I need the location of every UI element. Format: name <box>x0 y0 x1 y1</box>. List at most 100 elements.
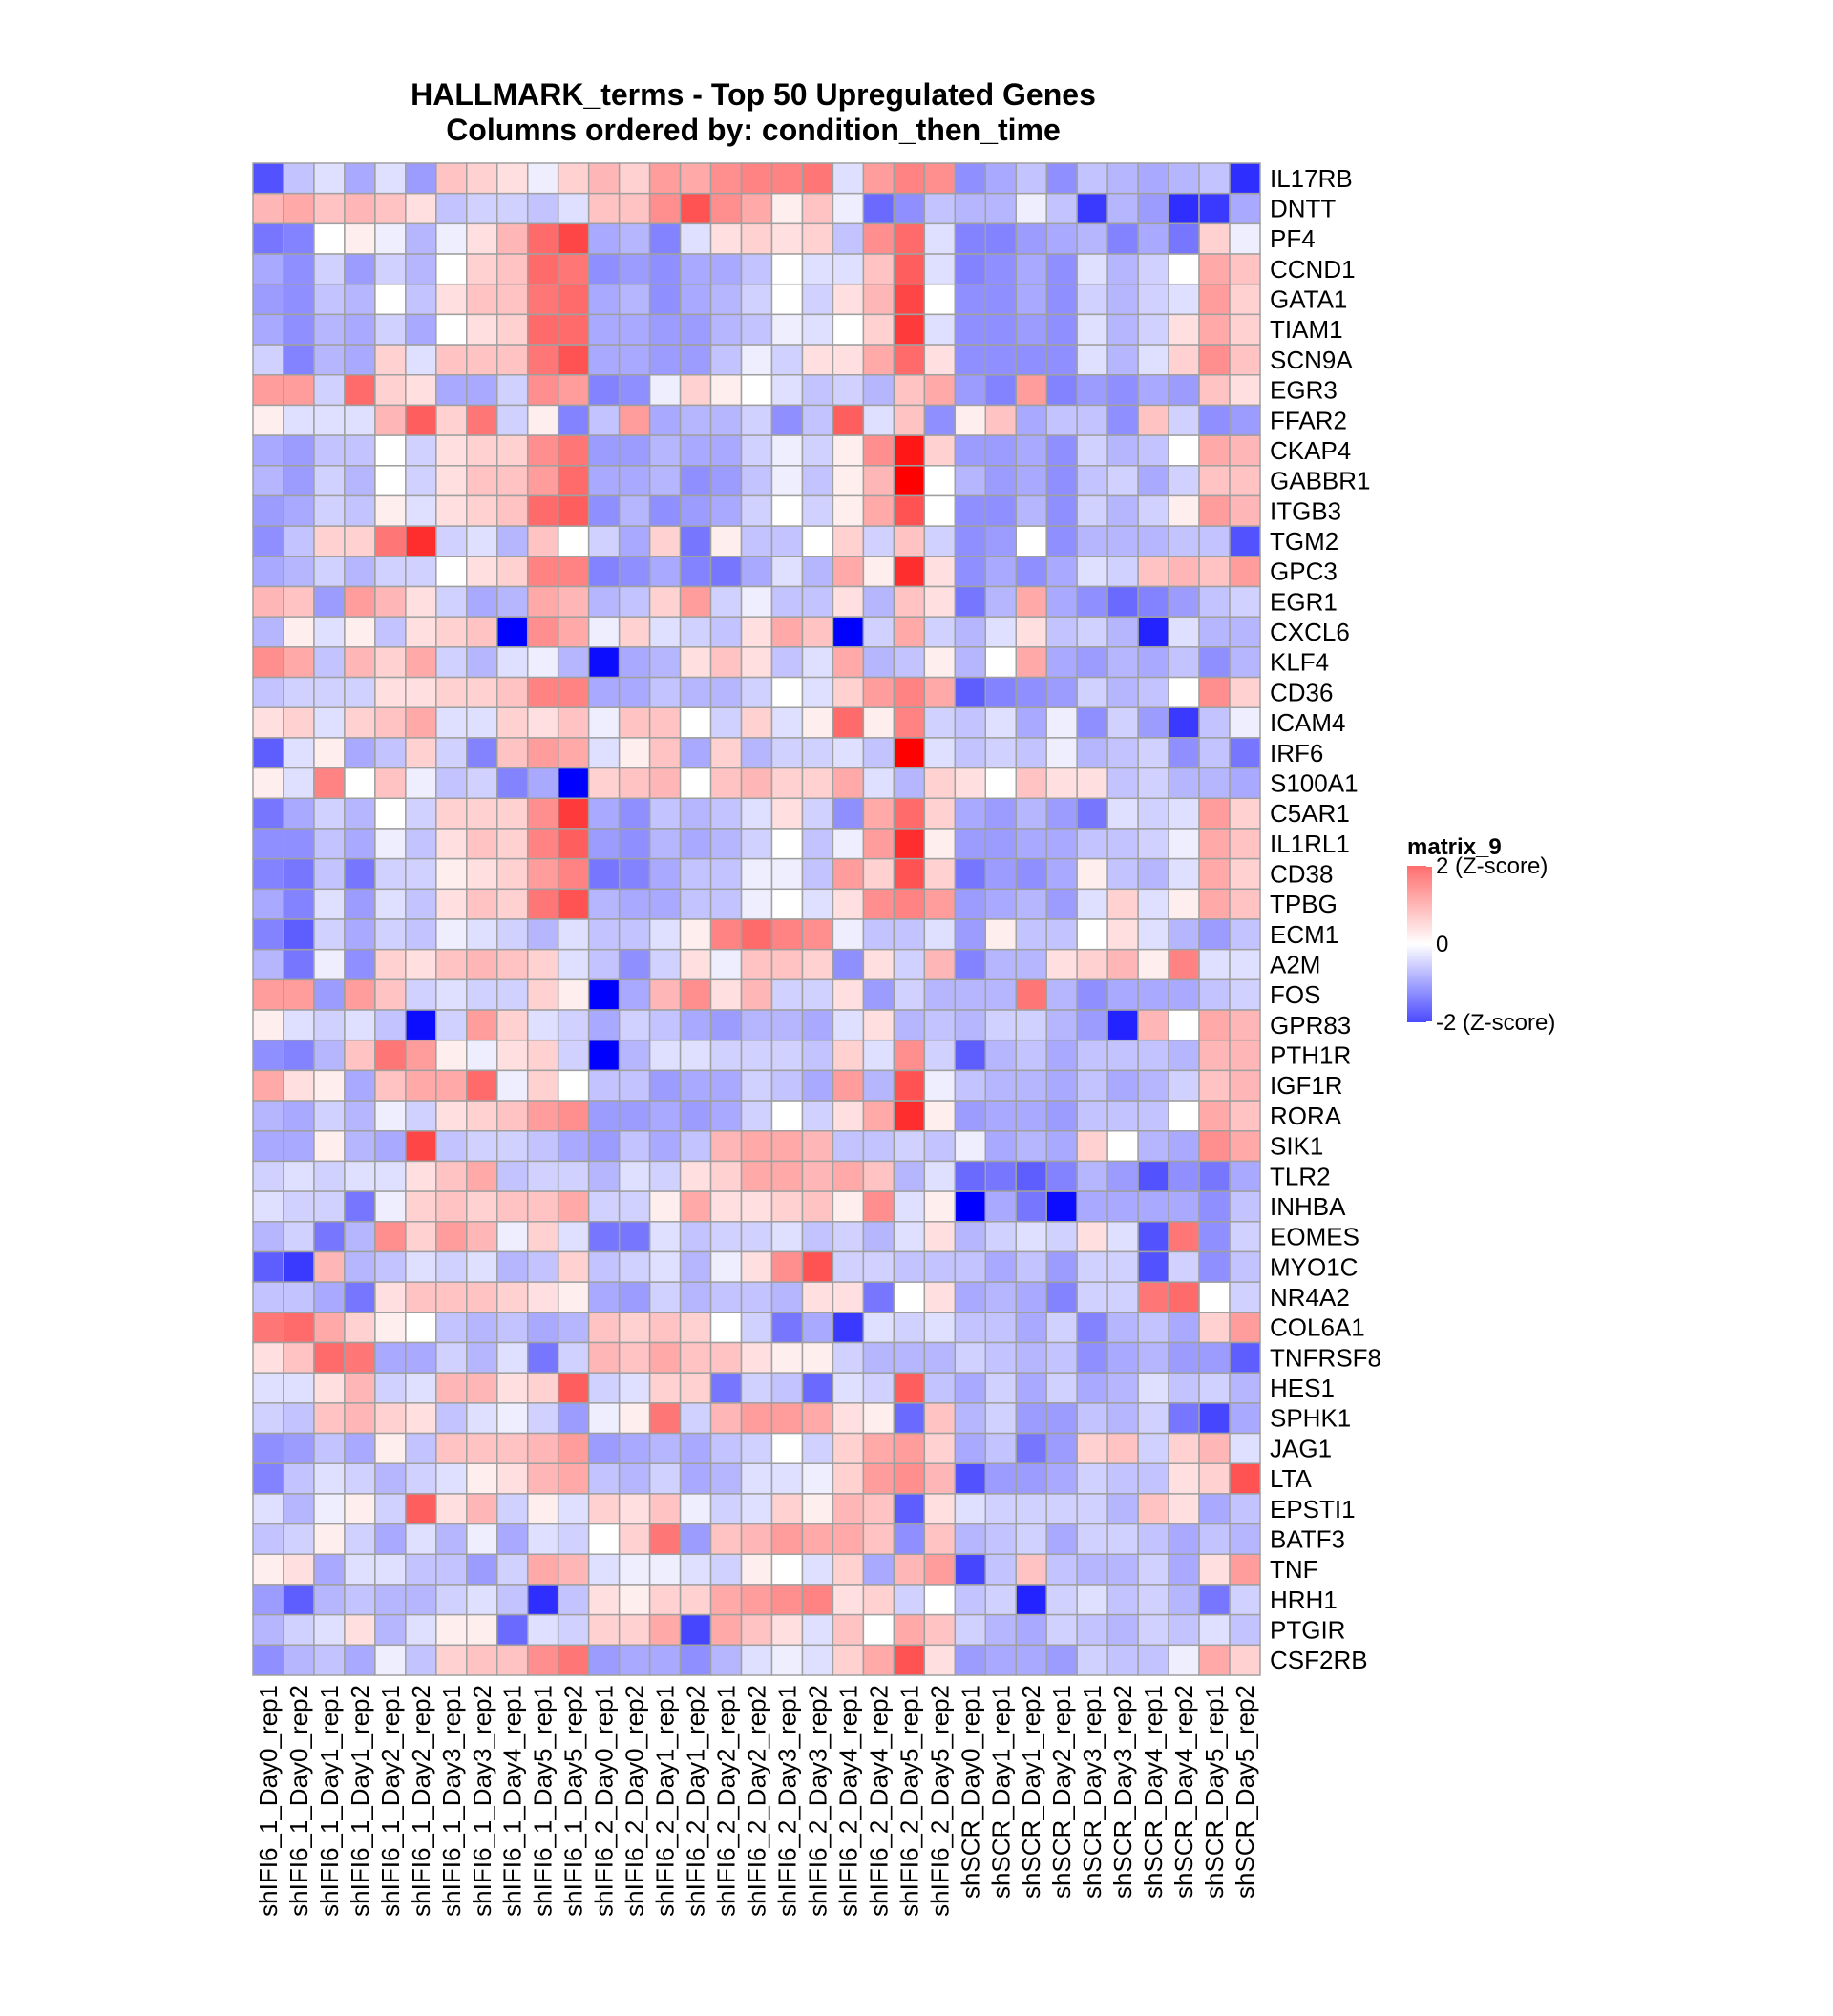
heatmap-cell <box>770 1584 804 1616</box>
heatmap-cell <box>344 434 376 467</box>
heatmap-cell <box>801 494 834 527</box>
heatmap-cell <box>405 1221 437 1253</box>
column-label: shIFI6_1_Day5_rep2 <box>559 1685 588 1917</box>
heatmap-cell <box>344 1039 376 1072</box>
heatmap-cell <box>1015 313 1047 346</box>
heatmap-cell <box>405 676 437 708</box>
heatmap-cell <box>984 434 1017 467</box>
heatmap-cell <box>709 1069 743 1102</box>
heatmap-cell <box>862 1250 895 1283</box>
heatmap-cell <box>770 374 804 407</box>
heatmap-cell <box>1198 1462 1231 1495</box>
heatmap-cell <box>466 585 498 618</box>
heatmap-cell <box>283 646 315 679</box>
heatmap-cell <box>770 1402 804 1435</box>
heatmap-cell <box>557 344 590 376</box>
heatmap-cell <box>679 192 712 225</box>
heatmap-cell <box>679 888 712 920</box>
heatmap-cell <box>1106 888 1139 920</box>
heatmap-cell <box>923 253 957 285</box>
heatmap-cell <box>1198 253 1231 285</box>
heatmap-cell <box>709 374 743 407</box>
heatmap-cell <box>801 1432 834 1464</box>
heatmap-cell <box>435 162 468 195</box>
heatmap-cell <box>374 1493 407 1525</box>
heatmap-cell <box>587 1100 621 1132</box>
heatmap-cell <box>435 616 468 648</box>
heatmap-cell <box>618 283 651 316</box>
heatmap-cell <box>496 313 529 346</box>
heatmap-cell <box>1045 344 1078 376</box>
heatmap-cell <box>923 737 957 769</box>
heatmap-cell <box>1076 1160 1108 1192</box>
heatmap-cell <box>435 192 468 225</box>
heatmap-cell <box>618 1160 651 1192</box>
heatmap-cell <box>344 1221 376 1253</box>
heatmap-cell <box>832 1584 865 1616</box>
heatmap-cell <box>954 192 987 225</box>
heatmap-cell <box>374 313 407 346</box>
heatmap-cell <box>1045 162 1078 195</box>
heatmap-cell <box>862 1493 895 1525</box>
heatmap-cell <box>1076 616 1108 648</box>
heatmap-cell <box>1015 797 1047 830</box>
heatmap-cell <box>893 1312 926 1344</box>
heatmap-cell <box>984 1130 1017 1163</box>
heatmap-cell <box>526 706 559 739</box>
heatmap-cell <box>709 857 743 891</box>
heatmap-cell <box>832 1069 865 1102</box>
heatmap-cell <box>679 585 712 618</box>
heatmap-cell <box>405 494 437 527</box>
heatmap-cell <box>1106 222 1139 255</box>
heatmap-cell <box>344 1130 376 1163</box>
heatmap-cell <box>1198 1130 1231 1163</box>
heatmap-cell <box>862 1553 895 1586</box>
heatmap-cell <box>1198 918 1231 951</box>
heatmap-cell <box>1045 1613 1078 1647</box>
heatmap-cell <box>435 1402 468 1435</box>
heatmap-cell <box>466 616 498 648</box>
heatmap-cell <box>405 766 437 800</box>
column-label: shSCR_Day3_rep1 <box>1078 1685 1106 1899</box>
heatmap-cell <box>252 857 284 891</box>
heatmap-cell <box>435 404 468 436</box>
heatmap-cell <box>679 1372 712 1404</box>
heatmap-cell <box>1229 616 1261 648</box>
heatmap-cell <box>587 766 621 800</box>
heatmap-cell <box>1229 1160 1261 1192</box>
column-label: shIFI6_1_Day3_rep1 <box>437 1685 466 1917</box>
heatmap-cell <box>1076 888 1108 920</box>
heatmap-cell <box>740 1039 773 1072</box>
heatmap-cell <box>1015 828 1047 860</box>
row-label: TGM2 <box>1270 527 1338 556</box>
heatmap-cell <box>1076 1644 1108 1676</box>
heatmap-cell <box>862 1130 895 1163</box>
heatmap-cell <box>252 525 284 557</box>
heatmap-cell <box>801 1190 834 1223</box>
heatmap-cell <box>344 1160 376 1192</box>
heatmap-cell <box>252 797 284 830</box>
heatmap-cell <box>374 766 407 800</box>
heatmap-cell <box>1015 1130 1047 1163</box>
heatmap-cell <box>374 253 407 285</box>
heatmap-cell <box>557 1493 590 1525</box>
heatmap-cell <box>587 1372 621 1404</box>
heatmap-cell <box>648 192 682 225</box>
heatmap-cell <box>557 222 590 255</box>
column-label: shIFI6_2_Day3_rep1 <box>772 1685 801 1917</box>
heatmap-cell <box>435 1281 468 1313</box>
heatmap-cell <box>1045 1069 1078 1102</box>
heatmap-cell <box>283 1009 315 1041</box>
heatmap-cell <box>770 344 804 376</box>
heatmap-cell <box>405 404 437 436</box>
heatmap-cell <box>1137 344 1169 376</box>
heatmap-cell <box>405 1039 437 1072</box>
heatmap-cell <box>1015 494 1047 527</box>
heatmap-cell <box>709 1190 743 1223</box>
heatmap-cell <box>252 253 284 285</box>
heatmap-cell <box>1168 888 1200 920</box>
heatmap-cell <box>618 1312 651 1344</box>
heatmap-cell <box>313 1462 346 1495</box>
heatmap-cell <box>1045 828 1078 860</box>
heatmap-cell <box>1045 283 1078 316</box>
